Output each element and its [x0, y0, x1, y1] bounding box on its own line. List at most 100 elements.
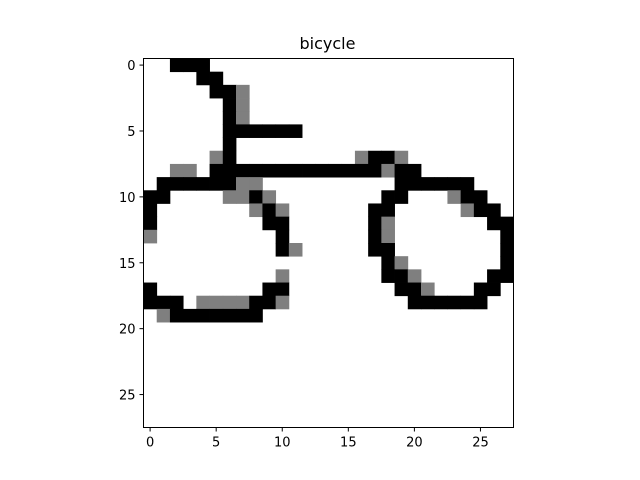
pixel-cell [183, 58, 197, 73]
pixel-cell [381, 150, 395, 165]
pixel-cell [381, 163, 395, 178]
pixel-cell [394, 256, 409, 270]
pixel-cell [447, 190, 462, 204]
pixel-cell [249, 163, 263, 178]
pixel-cell [196, 177, 210, 191]
pixel-cell [236, 111, 250, 125]
pixel-cell [407, 163, 422, 178]
pixel-cell [222, 308, 237, 323]
pixel-cell [169, 308, 184, 323]
pixel-cell [262, 216, 277, 231]
pixel-cell [368, 216, 382, 231]
x-tick-label: 0 [146, 436, 154, 451]
pixel-cell [368, 150, 382, 165]
pixel-cell [500, 256, 514, 270]
pixel-cell [262, 203, 277, 218]
pixel-cell [222, 150, 237, 165]
pixel-cell [487, 216, 501, 231]
pixel-cell [169, 295, 184, 310]
pixel-cell [302, 163, 316, 178]
pixel-cell [434, 295, 448, 310]
pixel-cell [196, 295, 210, 310]
pixel-cell [222, 98, 237, 112]
pixel-cell [169, 177, 184, 191]
pixel-cell [460, 295, 475, 310]
pixel-cell [222, 137, 237, 152]
chart-title: bicycle [300, 34, 356, 53]
pixel-cell [249, 190, 263, 204]
pixel-cell [328, 163, 343, 178]
x-axis: 0 5 10 15 20 25 [146, 427, 489, 451]
pixel-cell [394, 190, 409, 204]
pixel-cell [275, 203, 290, 218]
pixel-cell [473, 282, 488, 297]
pixel-cell [354, 163, 369, 178]
pixel-cell [249, 203, 263, 218]
pixel-cell [262, 124, 277, 138]
pixel-cell [222, 190, 237, 204]
y-tick-label: 5 [127, 125, 135, 140]
pixel-cell [209, 163, 224, 178]
pixel-cell [288, 124, 303, 138]
pixel-cell [169, 58, 184, 73]
pixel-cell [249, 177, 263, 191]
pixel-cell [222, 111, 237, 125]
y-tick-label: 25 [119, 389, 136, 404]
x-tick-label: 15 [340, 436, 357, 451]
pixel-cell [209, 71, 224, 86]
pixel-cell [381, 190, 395, 204]
pixel-cell [368, 203, 382, 218]
pixel-cell [143, 282, 158, 297]
pixel-cell [460, 203, 475, 218]
pixel-cell [183, 163, 197, 178]
pixel-cell [275, 163, 290, 178]
pixel-cell [222, 295, 237, 310]
pixel-cell [394, 269, 409, 283]
pixel-cell [222, 84, 237, 99]
pixel-cell [394, 177, 409, 191]
pixel-cell [500, 216, 514, 231]
pixel-cell [381, 269, 395, 283]
pixel-cell [196, 71, 210, 86]
pixel-cell [354, 150, 369, 165]
pixel-cell [275, 229, 290, 244]
pixel-cell [368, 229, 382, 244]
pixel-cell [315, 163, 329, 178]
pixel-cell [222, 124, 237, 138]
pixel-cell [275, 282, 290, 297]
pixel-cell [500, 269, 514, 283]
pixel-cell [222, 177, 237, 191]
pixel-cell [209, 308, 224, 323]
pixel-cell [143, 295, 158, 310]
pixel-cell [487, 269, 501, 283]
pixel-cell [473, 295, 488, 310]
pixel-cell [381, 229, 395, 244]
pixel-cell [288, 163, 303, 178]
pixel-cell [249, 295, 263, 310]
pixel-cell [236, 190, 250, 204]
pixel-cell [473, 203, 488, 218]
pixel-cell [394, 150, 409, 165]
pixel-cell [460, 190, 475, 204]
pixel-cell [275, 216, 290, 231]
y-tick-label: 15 [119, 257, 136, 272]
pixel-cell [236, 84, 250, 99]
pixel-cell [236, 308, 250, 323]
pixel-cell [381, 216, 395, 231]
pixel-cell [183, 308, 197, 323]
x-tick-label: 10 [274, 436, 291, 451]
pixel-cell [262, 295, 277, 310]
y-tick-label: 20 [119, 323, 136, 338]
pixel-cell [394, 163, 409, 178]
axes-frame [143, 58, 514, 428]
pixel-cell [394, 282, 409, 297]
pixel-cell [487, 203, 501, 218]
pixel-cell [447, 295, 462, 310]
pixel-cell [209, 150, 224, 165]
pixel-cell [407, 177, 422, 191]
pixel-cell [196, 308, 210, 323]
pixel-cell [236, 295, 250, 310]
y-tick-label: 0 [127, 59, 135, 74]
